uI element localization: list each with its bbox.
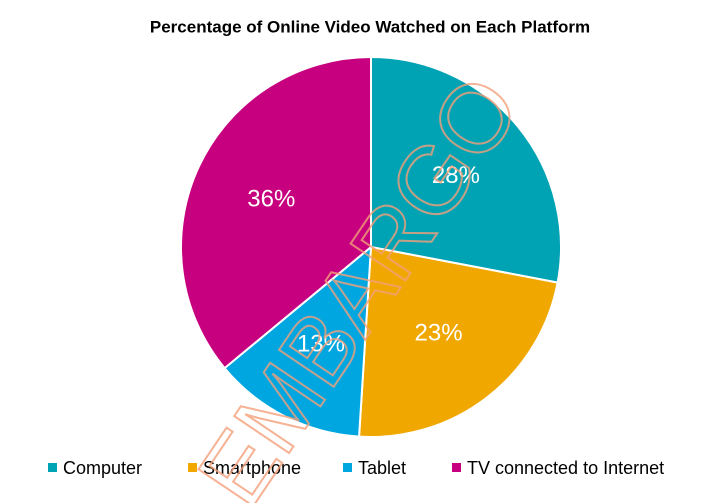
legend-label: Smartphone — [203, 458, 301, 478]
legend-swatch — [452, 463, 461, 472]
legend-swatch — [48, 463, 57, 472]
data-label: 28% — [432, 162, 480, 189]
chart-title: Percentage of Online Video Watched on Ea… — [150, 17, 590, 36]
legend-swatch — [188, 463, 197, 472]
data-label: 23% — [415, 319, 463, 346]
pie-slice — [223, 244, 373, 438]
pie-slice — [358, 245, 559, 438]
legend-label: Tablet — [358, 458, 406, 478]
data-label: 13% — [297, 331, 345, 358]
data-label: 36% — [247, 185, 295, 212]
pie-slice — [180, 55, 372, 370]
legend-label: Computer — [63, 458, 142, 478]
legend-label: TV connected to Internet — [467, 458, 664, 478]
legend-swatch — [343, 463, 352, 472]
pie-slice — [370, 55, 562, 284]
